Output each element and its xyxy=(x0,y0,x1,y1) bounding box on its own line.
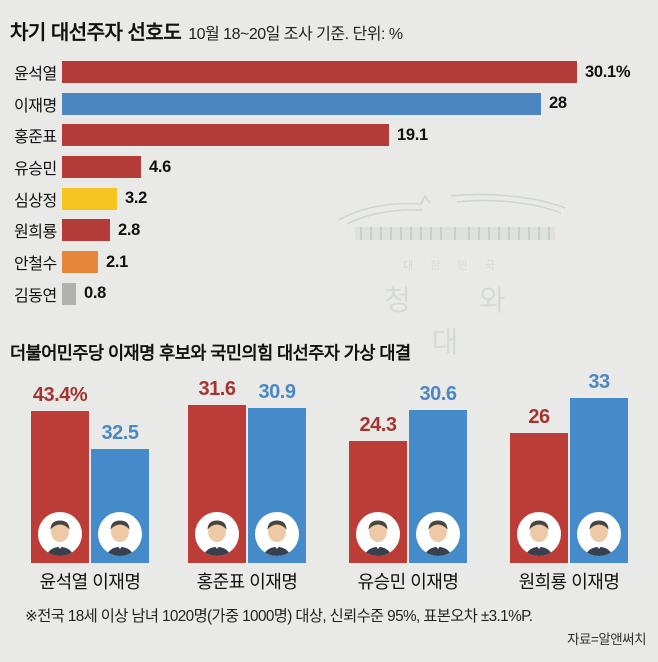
value-label: 30.1% xyxy=(585,62,631,81)
candidate-label: 원희룡 xyxy=(14,224,57,242)
matchup-bar-left: 43.4% xyxy=(31,384,89,563)
candidate-label: 윤석열 xyxy=(14,66,57,83)
candidate-photo xyxy=(194,511,240,557)
matchup-pair: 43.4% 32.5 xyxy=(31,384,149,563)
bar-row: 심상정 3.2 xyxy=(0,187,658,210)
watermark-line2: 청 와 대 xyxy=(384,285,536,359)
preference-bar xyxy=(62,187,117,210)
candidate-photo xyxy=(37,511,83,557)
candidate-label: 홍준표 xyxy=(14,129,57,147)
value-label: 4.6 xyxy=(149,157,172,176)
matchup-section-title: 더불어민주당 이재명 후보와 국민의힘 대선주자 가상 대결 xyxy=(10,343,411,363)
matchup-value-label: 43.4% xyxy=(32,384,88,406)
matchup-value-label: 32.5 xyxy=(101,422,139,444)
preference-bar xyxy=(62,282,76,305)
matchup-bar-left: 31.6 xyxy=(188,378,246,563)
bar-row: 김동연 0.8 xyxy=(0,282,658,305)
matchup-bar-right: 33 xyxy=(570,371,628,563)
bar-row: 유승민 4.6 xyxy=(0,156,658,179)
candidate-label: 김동연 xyxy=(14,287,57,305)
candidate-label: 심상정 xyxy=(14,192,57,210)
matchup-bar-right: 30.9 xyxy=(248,381,306,563)
candidate-photo xyxy=(516,511,562,557)
watermark-line1: 대 한 민 국 xyxy=(403,260,502,272)
value-label: 19.1 xyxy=(397,125,428,144)
matchup-bar-left: 24.3 xyxy=(349,414,407,563)
candidate-label: 안철수 xyxy=(14,256,57,274)
page-title: 차기 대선주자 선호도 10월 18~20일 조사 기준. 단위: % xyxy=(10,16,403,45)
preference-bar xyxy=(62,156,141,179)
matchup-value-label: 31.6 xyxy=(198,378,236,400)
preference-bar xyxy=(62,61,577,83)
value-label: 2.8 xyxy=(118,220,141,239)
candidate-label: 이재명 xyxy=(14,97,57,115)
matchup-pair: 31.6 30.9 xyxy=(188,378,306,563)
matchup-pair: 24.3 30.6 xyxy=(349,383,467,563)
matchup-names: 윤석열 이재명 xyxy=(39,572,141,592)
candidate-photo xyxy=(97,511,143,557)
candidate-photo xyxy=(415,511,461,557)
matchup-pair: 26 33 xyxy=(510,371,628,563)
candidate-photo xyxy=(576,511,622,557)
bar-row: 원희룡 2.8 xyxy=(0,219,658,242)
preference-bar-chart: 윤석열 30.1% 이재명 28 홍준표 19.1 유승민 4.6 심상정 3.2 원희룡 2.8 안철… xyxy=(0,61,658,315)
value-label: 2.1 xyxy=(106,252,129,271)
matchup-chart: 43.4% 32.5 31.6 30.9 24.3 30.6 26 33 xyxy=(0,370,658,563)
candidate-photo xyxy=(355,511,401,557)
bar-row: 안철수 2.1 xyxy=(0,251,658,274)
candidate-photo xyxy=(254,511,300,557)
matchup-value-label: 24.3 xyxy=(359,414,397,436)
cheongwadae-watermark: 대 한 민 국 청 와 대 xyxy=(330,192,575,361)
candidate-label: 유승민 xyxy=(14,161,57,179)
preference-bar xyxy=(62,219,110,242)
matchup-names: 유승민 이재명 xyxy=(357,572,459,592)
matchup-value-label: 26 xyxy=(528,406,550,428)
preference-bar xyxy=(62,92,541,115)
data-source: 자료=알앤써치 xyxy=(567,632,646,647)
bar-row: 홍준표 19.1 xyxy=(0,124,658,147)
value-label: 0.8 xyxy=(84,284,107,303)
value-label: 28 xyxy=(549,94,567,113)
matchup-bar-right: 32.5 xyxy=(91,422,149,563)
value-label: 3.2 xyxy=(125,189,148,208)
matchup-names: 원희룡 이재명 xyxy=(518,572,620,592)
preference-bar xyxy=(62,124,389,147)
matchup-value-label: 30.6 xyxy=(419,383,457,405)
bar-row: 이재명 28 xyxy=(0,92,658,115)
matchup-names: 홍준표 이재명 xyxy=(196,572,298,592)
matchup-bar-left: 26 xyxy=(510,406,568,563)
chart-subtitle: 10월 18~20일 조사 기준. 단위: % xyxy=(188,26,403,43)
matchup-value-label: 30.9 xyxy=(258,381,296,403)
chart-title: 차기 대선주자 선호도 xyxy=(10,22,182,44)
palace-building-icon xyxy=(338,193,566,240)
matchup-value-label: 33 xyxy=(588,371,610,393)
matchup-names-row: 윤석열 이재명 홍준표 이재명 유승민 이재명 원희룡 이재명 xyxy=(0,568,658,594)
matchup-bar-right: 30.6 xyxy=(409,383,467,563)
survey-footnote: ※전국 18세 이상 남녀 1020명(가중 1000명) 대상, 신뢰수준 9… xyxy=(25,608,533,625)
bar-row: 윤석열 30.1% xyxy=(0,61,658,83)
preference-bar xyxy=(62,251,98,274)
